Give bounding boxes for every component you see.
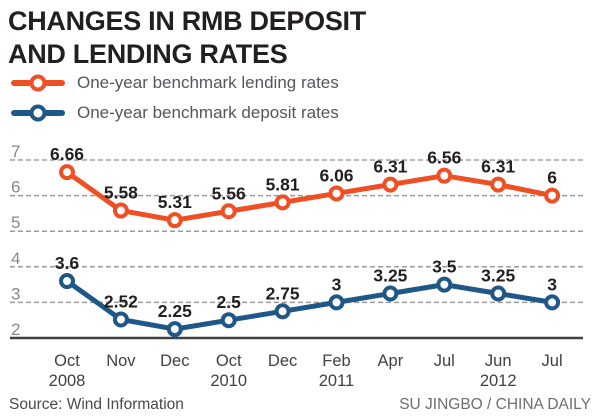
- x-tick-month-label: Dec: [268, 352, 297, 370]
- data-point-label: 6.31: [481, 157, 515, 177]
- data-point-marker: [328, 294, 345, 311]
- data-point-marker: [166, 212, 183, 229]
- data-point-marker: [59, 164, 75, 181]
- y-tick-label: 5: [11, 213, 20, 232]
- data-point-label: 6.31: [373, 157, 407, 177]
- data-point-label: 5.81: [266, 174, 300, 194]
- data-point-marker: [112, 202, 129, 219]
- y-tick-label: 3: [11, 284, 20, 303]
- data-point-label: 3: [332, 274, 342, 294]
- data-point-label: 3.25: [481, 266, 515, 286]
- x-tick-month-label: Dec: [160, 352, 189, 370]
- legend-item-label: One-year benchmark lending rates: [77, 73, 339, 92]
- data-point-label: 2.5: [217, 292, 242, 312]
- x-tick-month-label: Oct: [216, 352, 242, 370]
- page-title: CHANGES IN RMB DEPOSIT AND LENDING RATES: [8, 5, 366, 71]
- data-point-marker: [166, 321, 183, 338]
- data-point-marker: [544, 187, 561, 204]
- x-tick-month-label: Jun: [485, 352, 512, 370]
- data-point-marker: [490, 285, 507, 302]
- x-tick-month-label: Jul: [542, 352, 563, 370]
- title-line-2: AND LENDING RATES: [8, 39, 288, 69]
- legend-item: One-year benchmark deposit rates: [11, 102, 339, 124]
- source-label: Source: Wind Information: [9, 396, 184, 413]
- y-tick-label: 7: [11, 142, 20, 161]
- x-tick-month-label: Apr: [378, 352, 404, 370]
- data-point-marker: [382, 176, 399, 193]
- data-point-marker: [274, 303, 291, 320]
- x-tick-month-label: Oct: [54, 352, 80, 370]
- series-line: [64, 169, 555, 223]
- data-point-marker: [112, 311, 129, 328]
- legend: One-year benchmark lending rates One-yea…: [11, 72, 339, 132]
- data-point-label: 5.56: [212, 183, 246, 203]
- x-tick-year-label: 2011: [319, 372, 354, 390]
- data-point-marker: [436, 276, 453, 293]
- data-point-label: 2.52: [104, 291, 138, 311]
- x-tick-month-label: Feb: [322, 352, 350, 370]
- data-point-label: 6.56: [427, 148, 461, 168]
- x-tick-month-label: Jul: [434, 352, 455, 370]
- legend-item: One-year benchmark lending rates: [11, 72, 339, 94]
- data-point-label: 6.66: [50, 144, 84, 164]
- circle-marker-icon: [29, 104, 47, 122]
- x-tick-year-label: 2010: [210, 372, 247, 390]
- data-point-marker: [490, 176, 507, 193]
- data-point-label: 5.31: [158, 192, 192, 212]
- data-point-label: 3: [547, 274, 557, 294]
- data-point-label: 3.6: [55, 253, 80, 273]
- footer: Source: Wind Information SU JINGBO / CHI…: [0, 396, 600, 414]
- data-point-label: 2.25: [158, 301, 192, 321]
- data-point-marker: [220, 312, 237, 329]
- y-tick-label: 2: [11, 320, 20, 339]
- data-point-label: 5.58: [104, 183, 138, 203]
- data-point-label: 2.75: [266, 283, 300, 303]
- y-tick-label: 6: [11, 178, 20, 197]
- data-point-marker: [328, 185, 345, 202]
- deposit-line-swatch: [11, 104, 65, 122]
- x-tick-year-label: 2008: [49, 372, 86, 390]
- y-tick-label: 4: [11, 249, 20, 268]
- series-line: [64, 278, 555, 332]
- data-point-marker: [436, 167, 453, 184]
- data-point-marker: [220, 203, 237, 220]
- data-point-marker: [59, 273, 75, 290]
- data-point-label: 6.06: [319, 165, 353, 185]
- credit-label: SU JINGBO / CHINA DAILY: [399, 396, 591, 413]
- data-point-label: 3.5: [432, 257, 457, 277]
- data-point-label: 6: [547, 168, 557, 188]
- data-point-marker: [274, 194, 291, 211]
- data-point-marker: [382, 285, 399, 302]
- title-line-1: CHANGES IN RMB DEPOSIT: [8, 6, 366, 36]
- lending-line-swatch: [11, 74, 65, 92]
- data-point-label: 3.25: [373, 266, 407, 286]
- x-tick-year-label: 2012: [480, 372, 517, 390]
- x-tick-month-label: Nov: [106, 352, 136, 370]
- data-point-marker: [544, 294, 561, 311]
- legend-item-label: One-year benchmark deposit rates: [77, 103, 339, 122]
- chart-svg: 7 6 5 4 3 2 Oct 2008 Nov Dec Oct 2010 Dec Feb 2011 Apr J…: [10, 142, 583, 390]
- circle-marker-icon: [29, 74, 47, 92]
